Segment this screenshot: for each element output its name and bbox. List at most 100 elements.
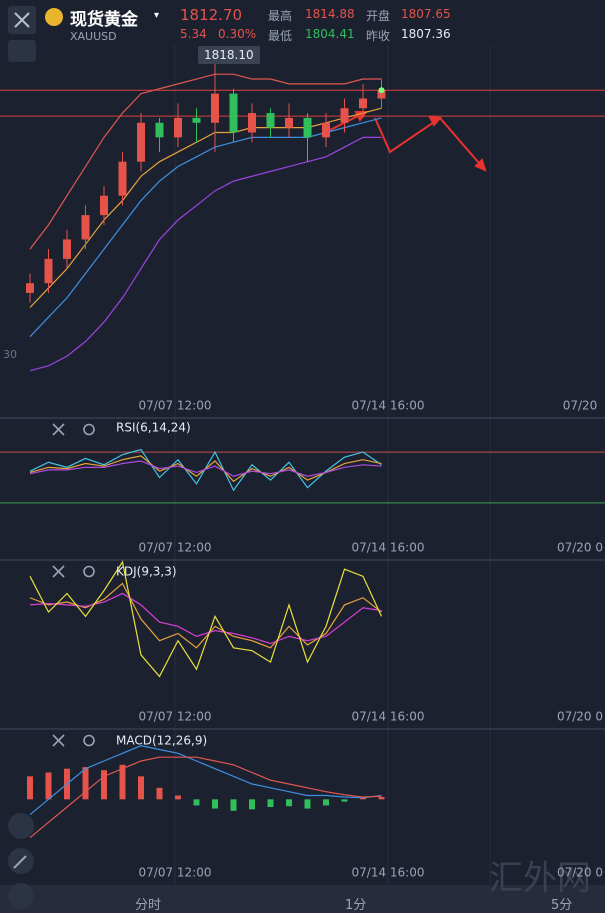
- macd-bar: [304, 799, 311, 809]
- candle-body: [359, 98, 367, 109]
- gold-icon: [45, 8, 63, 26]
- candle-body: [137, 122, 145, 162]
- watermark: 汇外网: [489, 859, 591, 899]
- indicator-line: [29, 745, 382, 816]
- x-tick-label: 07/20 0: [557, 710, 603, 724]
- indicator-title: KDJ(9,3,3): [116, 565, 177, 579]
- settings-icon[interactable]: [83, 565, 95, 578]
- stat-label: 开盘: [366, 9, 391, 23]
- footer-bar: [0, 885, 605, 913]
- x-tick-label: 07/07 12:00: [139, 710, 212, 724]
- candle-body: [285, 117, 293, 128]
- macd-bar: [45, 772, 52, 800]
- indicator-title: RSI(6,14,24): [116, 421, 191, 435]
- symbol-code: XAUUSD: [70, 30, 117, 43]
- x-tick-label: 07/07 12:00: [139, 541, 212, 555]
- macd-bar: [341, 799, 348, 802]
- timeframe-tab[interactable]: 1分: [345, 898, 367, 913]
- last-price: 1812.70: [180, 6, 243, 24]
- x-tick-label: 07/07 12:00: [139, 399, 212, 413]
- symbol-name[interactable]: 现货黄金: [70, 10, 138, 30]
- arrow: [374, 117, 441, 154]
- x-tick-label: 07/14 16:00: [352, 399, 425, 413]
- macd-bar: [323, 799, 329, 806]
- stat-value: 1814.88: [305, 7, 355, 21]
- arrow: [439, 117, 486, 171]
- macd-bar: [378, 797, 385, 800]
- close-button[interactable]: [8, 6, 36, 34]
- stat-label: 最低: [268, 29, 293, 43]
- price-change-pct: 0.30%: [218, 27, 257, 41]
- last-price-dot: [378, 87, 385, 94]
- edge-label: 30: [3, 348, 17, 361]
- candle-body: [118, 161, 127, 196]
- panel-icons: [52, 423, 95, 747]
- timeframe-tab[interactable]: 分时: [135, 898, 162, 913]
- indicator-line: [29, 560, 383, 678]
- candle-body: [248, 113, 256, 133]
- candle-body: [229, 93, 238, 133]
- arrow-head: [474, 158, 487, 172]
- macd-bar: [119, 764, 126, 800]
- candle-body: [155, 122, 164, 138]
- candle-body: [63, 239, 71, 259]
- candle-body: [303, 117, 312, 138]
- x-tick-label: 07/20: [563, 399, 598, 413]
- candle-body: [192, 117, 201, 123]
- collapse-button[interactable]: [8, 40, 36, 62]
- stat-value: 1807.65: [401, 7, 451, 21]
- macd-bar: [267, 799, 274, 807]
- macd-bar: [230, 799, 237, 811]
- price-tooltip: 1818.10: [198, 46, 260, 64]
- side-tools: [8, 813, 34, 909]
- indicator-line: [29, 460, 382, 477]
- close-icon[interactable]: [52, 565, 65, 578]
- arrow-head: [428, 115, 443, 127]
- tool-button[interactable]: [8, 813, 34, 839]
- indicator-title: MACD(12,26,9): [116, 734, 207, 748]
- x-tick-label: 07/20 0: [557, 541, 603, 555]
- macd-bar: [27, 776, 33, 800]
- band-line: [29, 136, 382, 372]
- settings-icon[interactable]: [83, 734, 95, 747]
- macd-bar: [193, 799, 200, 806]
- dropdown-caret[interactable]: ▾: [154, 10, 160, 21]
- macd-bar: [101, 770, 107, 800]
- candle-body: [174, 117, 182, 138]
- x-tick-label: 07/20 0: [557, 866, 603, 880]
- tool-button[interactable]: [8, 883, 34, 909]
- macd-bar: [286, 799, 292, 807]
- candle-body: [377, 90, 386, 99]
- timeframe-tab[interactable]: 5分: [551, 898, 573, 913]
- candle-body: [211, 93, 219, 123]
- vertical-grid: [174, 45, 491, 885]
- candle-body: [322, 122, 330, 138]
- x-tick-label: 07/14 16:00: [352, 710, 425, 724]
- candle-body: [81, 215, 90, 240]
- macd-bar: [82, 767, 89, 800]
- band-line: [29, 73, 382, 250]
- candle-body: [44, 258, 53, 284]
- close-icon[interactable]: [52, 734, 65, 747]
- indicator-line: [29, 756, 382, 839]
- close-icon: [14, 12, 30, 28]
- indicator-line: [29, 582, 382, 649]
- macd-bar: [360, 797, 366, 800]
- x-tick-label: 07/14 16:00: [352, 866, 425, 880]
- candle-body: [266, 113, 275, 128]
- settings-icon[interactable]: [83, 423, 95, 436]
- candle-body: [26, 283, 34, 293]
- price-change: 5.34: [180, 27, 207, 41]
- macd-bar: [212, 799, 218, 809]
- macd-bar: [175, 795, 181, 800]
- stat-label: 最高: [268, 9, 293, 23]
- stat-value: 1804.41: [305, 27, 355, 41]
- macd-bar: [156, 787, 163, 800]
- candle-body: [100, 195, 108, 216]
- close-icon[interactable]: [52, 423, 65, 436]
- panel-separators: [0, 417, 605, 730]
- pen-icon: [13, 855, 27, 869]
- x-tick-label: 07/14 16:00: [352, 541, 425, 555]
